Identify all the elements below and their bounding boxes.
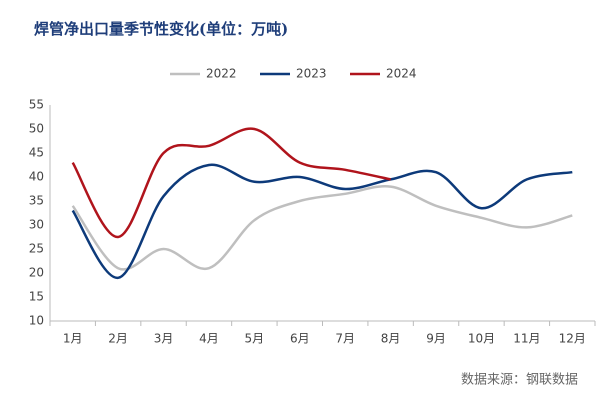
chart-title: 焊管净出口量季节性变化(单位：万吨) — [34, 20, 288, 38]
y-tick-label: 35 — [29, 194, 44, 208]
x-tick-label: 7月 — [335, 332, 355, 346]
y-tick-label: 45 — [29, 146, 44, 160]
x-tick-label: 8月 — [381, 332, 401, 346]
series-line — [71, 184, 573, 271]
y-tick-label: 50 — [29, 122, 44, 136]
series-line — [71, 163, 573, 280]
x-tick-label: 11月 — [513, 332, 540, 346]
series-line — [71, 127, 391, 239]
y-tick-label: 55 — [29, 98, 44, 112]
x-tick-label: 3月 — [154, 332, 174, 346]
source: 数据来源：钢联数据 — [461, 373, 578, 388]
x-tick-label: 6月 — [290, 332, 310, 346]
legend-label: 2024 — [386, 67, 417, 81]
legend-label: 2023 — [296, 67, 327, 81]
x-tick-label: 1月 — [63, 332, 83, 346]
y-tick-label: 15 — [29, 290, 44, 304]
x-tick-label: 5月 — [245, 332, 265, 346]
legend-label: 2022 — [206, 67, 237, 81]
x-tick-label: 2月 — [108, 332, 128, 346]
y-tick-label: 10 — [29, 314, 44, 328]
y-tick-label: 20 — [29, 266, 44, 280]
y-tick-label: 30 — [29, 218, 44, 232]
y-tick-label: 25 — [29, 242, 44, 256]
x-tick-label: 10月 — [468, 332, 495, 346]
x-tick-label: 12月 — [559, 332, 586, 346]
y-tick-label: 40 — [29, 170, 44, 184]
x-tick-label: 4月 — [199, 332, 219, 346]
x-tick-label: 9月 — [426, 332, 446, 346]
